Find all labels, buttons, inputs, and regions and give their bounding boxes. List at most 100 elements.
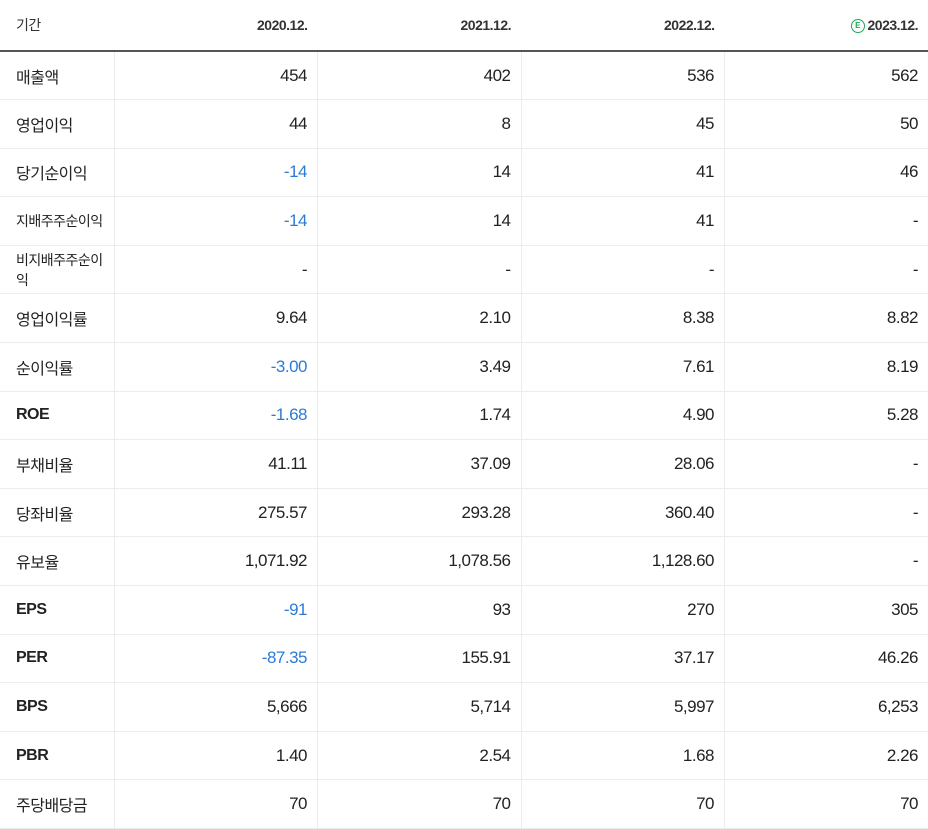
cell-value: 1,071.92	[113, 536, 318, 587]
period-2021: 2021.12.	[317, 0, 521, 52]
table-row: 부채비율 41.11 37.09 28.06-	[0, 439, 928, 489]
cell-value: 9.64	[113, 293, 318, 344]
cell-value: 275.57	[113, 488, 318, 538]
cell-value: 70	[724, 779, 928, 829]
cell-value: 8.82	[724, 293, 928, 344]
period-2023-estimate: E 2023.12.	[724, 0, 928, 52]
cell-value: 70	[520, 779, 725, 829]
cell-value: 536	[520, 51, 725, 101]
cell-value: 93	[317, 585, 521, 635]
cell-value: 293.28	[317, 488, 521, 538]
cell-value: 1,078.56	[317, 536, 521, 587]
cell-value: 4.90	[520, 391, 725, 441]
cell-value: 2.26	[724, 731, 928, 781]
row-label: 비지배주주순이익	[0, 245, 114, 295]
cell-value: 14	[317, 148, 521, 198]
period-2023-label: 2023.12.	[867, 16, 919, 33]
table-row: 영업이익 44 8 45 50	[0, 99, 928, 149]
cell-value: 6,253	[724, 682, 928, 732]
row-label: 매출액	[0, 51, 114, 101]
row-label: BPS	[0, 682, 114, 732]
cell-value: -	[724, 439, 928, 489]
cell-value: -14	[113, 196, 318, 246]
row-label: EPS	[0, 585, 114, 635]
cell-value: 1.68	[520, 731, 725, 781]
row-label: 당기순이익	[0, 148, 114, 198]
cell-value: 45	[520, 99, 725, 149]
period-2020: 2020.12.	[114, 0, 318, 52]
period-2022: 2022.12.	[521, 0, 725, 52]
table-row: 당기순이익 -14 14 41 46	[0, 148, 928, 198]
cell-value: -	[724, 536, 928, 587]
cell-value: 46	[724, 148, 928, 198]
cell-value: -	[724, 488, 928, 538]
cell-value: -3.00	[113, 342, 318, 392]
cell-value: 37.17	[520, 634, 725, 684]
cell-value: -87.35	[113, 634, 318, 684]
cell-value: 562	[724, 51, 928, 101]
cell-value: 50	[724, 99, 928, 149]
cell-value: 41	[520, 196, 725, 246]
table-row: 영업이익률 9.64 2.10 8.38 8.82	[0, 293, 928, 344]
row-label: PBR	[0, 731, 114, 781]
cell-value: 41	[520, 148, 725, 198]
table-row: 매출액 454 402 536 562	[0, 51, 928, 101]
cell-value: 1,128.60	[520, 536, 725, 587]
table-row: 유보율 1,071.92 1,078.56 1,128.60-	[0, 536, 928, 587]
cell-value: 305	[724, 585, 928, 635]
cell-value: 3.49	[317, 342, 521, 392]
cell-value: 1.74	[317, 391, 521, 441]
table-row: 주당배당금 70 70 70 70	[0, 779, 928, 829]
row-label: 지배주주순이익	[0, 196, 114, 246]
estimate-icon: E	[850, 19, 865, 34]
cell-value: 8.19	[724, 342, 928, 392]
cell-value: -14	[113, 148, 318, 198]
cell-value: -91	[113, 585, 318, 635]
cell-value: 155.91	[317, 634, 521, 684]
cell-value: 1.40	[113, 731, 318, 781]
cell-value: 70	[113, 779, 318, 829]
row-label: 부채비율	[0, 439, 114, 489]
table-row: 지배주주순이익 -14 14 41-	[0, 196, 928, 246]
cell-value: 360.40	[520, 488, 725, 538]
cell-value: 14	[317, 196, 521, 246]
row-label: 영업이익	[0, 99, 114, 149]
table-row: PBR 1.40 2.54 1.68 2.26	[0, 731, 928, 781]
row-label: ROE	[0, 391, 114, 441]
period-header-label: 기간	[0, 0, 114, 52]
cell-value: -	[520, 245, 725, 295]
cell-value: 37.09	[317, 439, 521, 489]
cell-value: 5.28	[724, 391, 928, 441]
cell-value: 2.54	[317, 731, 521, 781]
table-row: 순이익률 -3.00 3.49 7.61 8.19	[0, 342, 928, 392]
cell-value: 2.10	[317, 293, 521, 344]
cell-value: 70	[317, 779, 521, 829]
cell-value: 270	[520, 585, 725, 635]
cell-value: 28.06	[520, 439, 725, 489]
table-row: BPS 5,666 5,714 5,997 6,253	[0, 682, 928, 732]
cell-value: 44	[113, 99, 318, 149]
cell-value: -	[113, 245, 318, 295]
cell-value: 41.11	[113, 439, 318, 489]
row-label: 순이익률	[0, 342, 114, 392]
table-row: EPS -91 93 270 305	[0, 585, 928, 635]
row-label: PER	[0, 634, 114, 684]
cell-value: 454	[113, 51, 318, 101]
row-label: 당좌비율	[0, 488, 114, 538]
cell-value: -1.68	[113, 391, 318, 441]
cell-value: -	[724, 196, 928, 246]
cell-value: 8.38	[520, 293, 725, 344]
cell-value: 5,997	[520, 682, 725, 732]
table-row: ROE -1.68 1.74 4.90 5.28	[0, 391, 928, 441]
table-row: 비지배주주순이익 - - - -	[0, 245, 928, 295]
cell-value: 402	[317, 51, 521, 101]
cell-value: 5,666	[113, 682, 318, 732]
cell-value: 8	[317, 99, 521, 149]
cell-value: 7.61	[520, 342, 725, 392]
row-label: 유보율	[0, 536, 114, 587]
cell-value: -	[317, 245, 521, 295]
cell-value: 46.26	[724, 634, 928, 684]
cell-value: -	[724, 245, 928, 295]
header-row: 기간 2020.12. 2021.12. 2022.12. E 2023.12.	[0, 0, 928, 52]
